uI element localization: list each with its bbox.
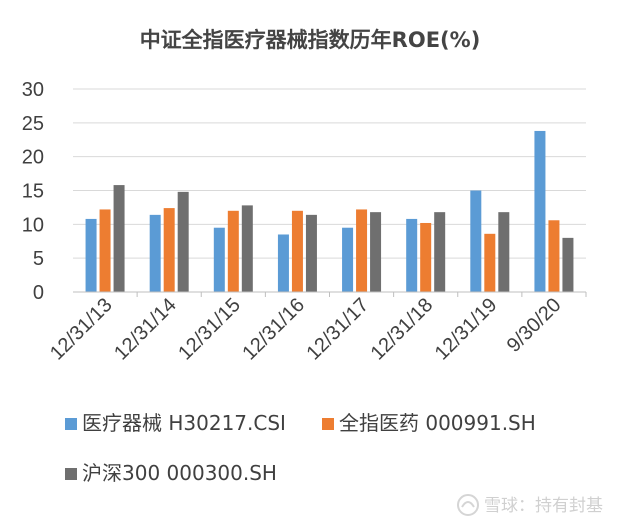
bar-series-3-12-31-18 xyxy=(434,212,446,292)
x-axis-ticks: 12/31/1312/31/1412/31/1512/31/1612/31/17… xyxy=(46,292,587,365)
bar-series-2-12-31-15 xyxy=(227,210,239,292)
legend-swatch xyxy=(65,468,77,480)
x-tick-label: 12/31/13 xyxy=(46,294,117,365)
bar-series-3-12-31-13 xyxy=(113,185,125,292)
bar-series-3-12-31-14 xyxy=(177,191,189,292)
bar-series-2-12-31-16 xyxy=(291,210,303,292)
x-tick-label: 9/30/20 xyxy=(503,294,566,357)
legend: 医疗器械 H30217.CSI 全指医药 000991.SH 沪深300 00030… xyxy=(65,411,536,485)
x-tick-label: 12/31/17 xyxy=(302,294,373,365)
y-tick-label: 30 xyxy=(22,79,44,101)
bar-series-2-12-31-18 xyxy=(420,222,432,292)
legend-swatch xyxy=(322,418,334,430)
snowball-logo-icon xyxy=(457,494,479,516)
x-tick-label: 12/31/16 xyxy=(238,294,309,365)
y-tick-label: 10 xyxy=(22,214,44,236)
bar-series-2-12-31-17 xyxy=(356,209,368,292)
bar-series-2-12-31-19 xyxy=(484,233,496,292)
bar-series-1-12-31-13 xyxy=(85,218,97,292)
bar-series-1-12-31-17 xyxy=(342,227,354,292)
bar-series-1-9-30-20 xyxy=(534,130,546,292)
legend-label: 全指医药 000991.SH xyxy=(339,411,536,435)
y-tick-label: 0 xyxy=(33,282,44,304)
bar-series-1-12-31-15 xyxy=(213,227,225,292)
bar-series-3-9-30-20 xyxy=(562,237,574,292)
bar-series-1-12-31-18 xyxy=(406,218,418,292)
bar-series-1-12-31-16 xyxy=(277,234,289,292)
bars xyxy=(85,130,574,292)
bar-series-3-12-31-15 xyxy=(241,205,253,292)
bar-series-2-9-30-20 xyxy=(548,220,560,292)
bar-series-3-12-31-19 xyxy=(498,212,510,292)
y-tick-label: 15 xyxy=(22,181,44,203)
legend-label: 医疗器械 H30217.CSI xyxy=(82,411,286,435)
bar-series-3-12-31-17 xyxy=(370,212,382,292)
bar-series-1-12-31-19 xyxy=(470,190,482,292)
x-tick-label: 12/31/14 xyxy=(110,294,181,365)
y-tick-label: 20 xyxy=(22,147,44,169)
watermark: 雪球：持有封基 xyxy=(457,494,603,516)
legend-swatch xyxy=(65,418,77,430)
chart-title: 中证全指医疗器械指数历年ROE(%) xyxy=(140,28,481,52)
bar-series-1-12-31-14 xyxy=(149,214,161,292)
x-tick-label: 12/31/15 xyxy=(174,294,245,365)
y-tick-label: 5 xyxy=(33,248,44,270)
bar-series-3-12-31-16 xyxy=(305,214,317,292)
x-tick-label: 12/31/19 xyxy=(431,294,502,365)
bar-series-2-12-31-13 xyxy=(99,209,111,292)
y-axis-ticks: 0 5 10 15 20 25 30 xyxy=(22,79,44,304)
legend-label: 沪深300 000300.SH xyxy=(82,461,277,485)
bar-series-2-12-31-14 xyxy=(163,208,175,292)
x-tick-label: 12/31/18 xyxy=(367,294,438,365)
y-tick-label: 25 xyxy=(22,113,44,135)
watermark-text: 雪球：持有封基 xyxy=(484,496,603,516)
